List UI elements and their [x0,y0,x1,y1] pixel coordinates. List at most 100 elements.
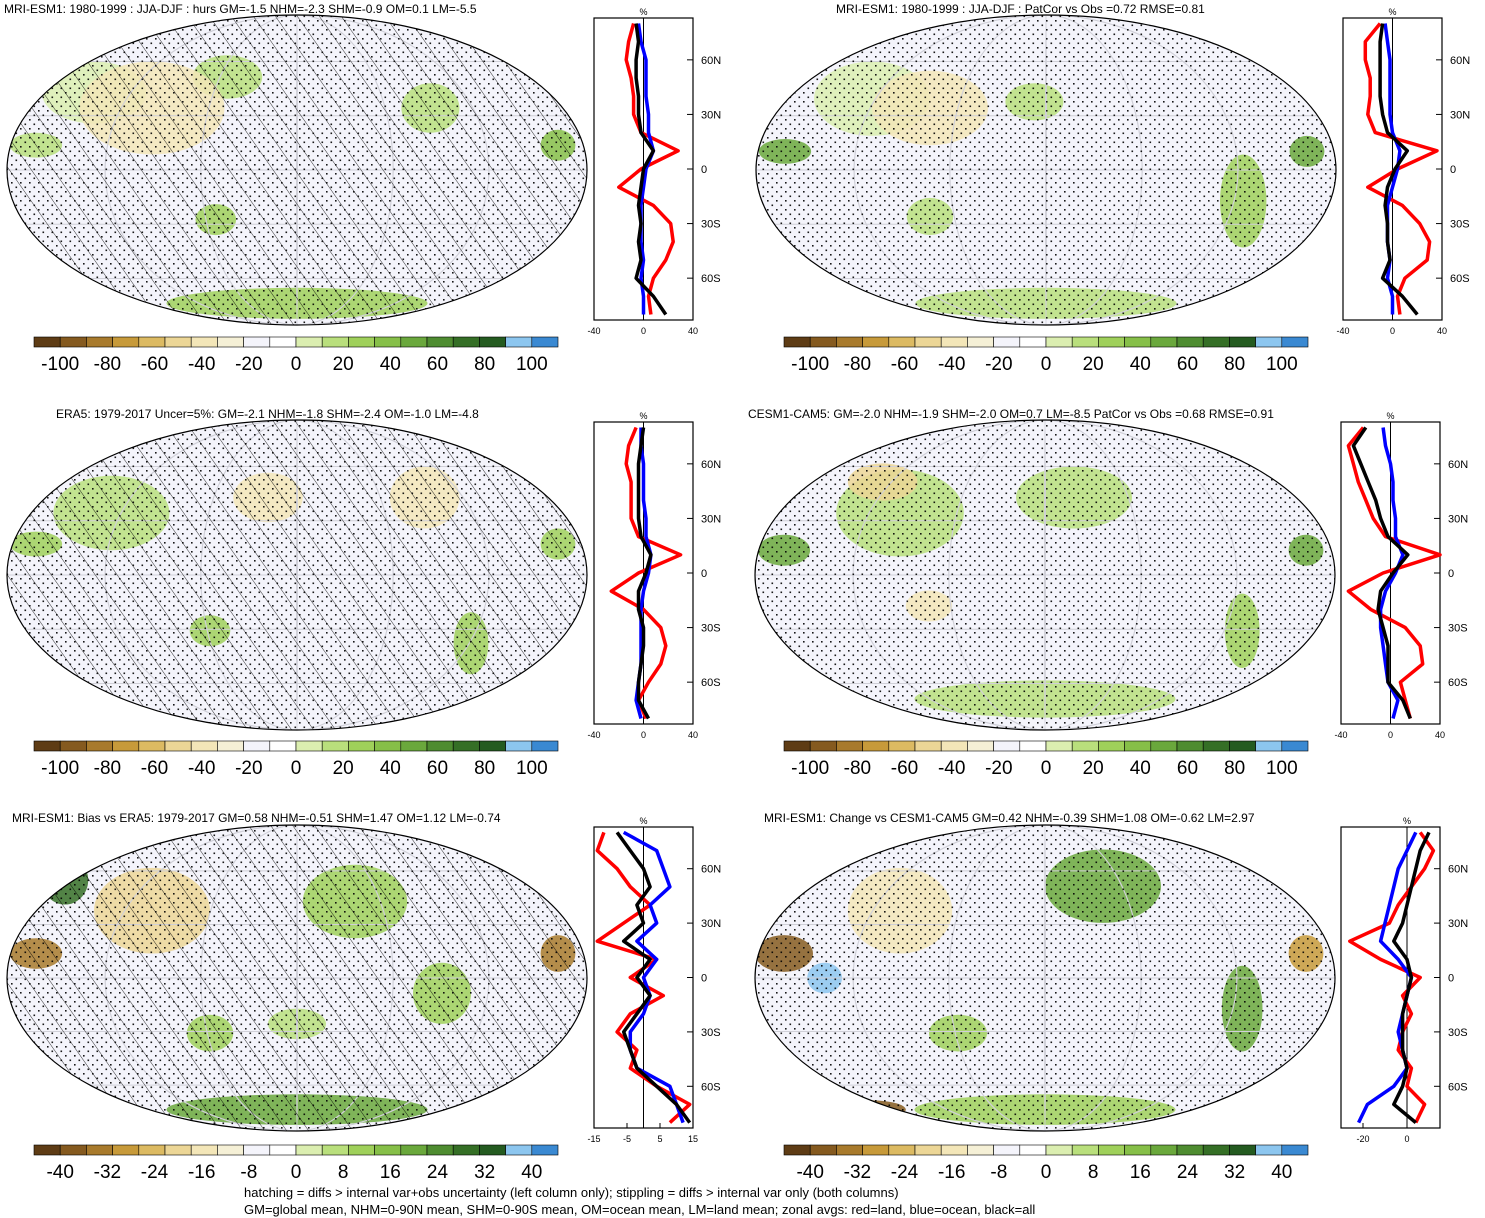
colorbar-swatch [295,336,323,348]
colorbar-label: -40 [188,354,215,375]
colorbar-label: 24 [427,1162,449,1183]
colorbar-swatch [1150,336,1178,348]
colorbar-swatch [112,740,140,752]
colorbar-swatch [914,1144,942,1156]
colorbar-label: -24 [141,1162,169,1183]
profile-x-label: -40 [587,730,600,740]
land-zonal-line [1348,831,1436,1124]
colorbar-label: -32 [94,1162,121,1183]
colorbar-swatch [164,336,192,348]
colorbar-swatch [1202,740,1230,752]
profile-unit-label: % [1388,7,1396,17]
colorbar-label: 16 [380,1162,401,1183]
colorbar-label: -60 [891,354,918,375]
colorbar-swatch [1202,1144,1230,1156]
colorbar-label: 60 [1177,354,1198,375]
colorbar-swatch [505,740,533,752]
colorbar-5: -40 -32 -24 -16 -8 0 8 16 24 32 40 [33,1144,559,1183]
colorbar-swatch [862,336,890,348]
profile-lat-label: 30S [1450,219,1470,231]
profile-lat-label: 60N [1450,55,1470,67]
colorbar-label: 32 [1224,1162,1245,1183]
footer-note-hatching: hatching = diffs > internal var+obs unce… [244,1185,899,1200]
colorbar-swatch [374,1144,402,1156]
colorbar-label: -60 [891,758,918,779]
colorbar-swatch [1045,1144,1073,1156]
colorbar-swatch [190,1144,218,1156]
colorbar-swatch [295,740,323,752]
map-panel-3 [6,419,588,731]
land-zonal-line [617,23,680,315]
panel-title-3: ERA5: 1979-2017 Uncer=5%: GM=-2.1 NHM=-1… [56,407,479,421]
colorbar-swatch [1281,1144,1309,1156]
colorbar-swatch [217,336,244,348]
colorbar-swatch [993,336,1021,348]
map-outline [754,824,1336,1132]
colorbar-swatch [888,336,916,348]
colorbar-swatch [1071,1144,1099,1156]
colorbar-label: -80 [844,758,871,779]
profile-lat-label: 30S [701,1027,721,1039]
colorbar-swatch [783,336,811,348]
colorbar-swatch [1281,740,1309,752]
colorbar-label: -40 [188,758,215,779]
colorbar-label: 40 [1271,1162,1292,1183]
colorbar-label: -8 [240,1162,257,1183]
colorbar-swatch [86,336,113,348]
profile-x-label: -40 [1336,326,1349,336]
map-panel-4 [754,419,1336,731]
colorbar-swatch [531,336,559,348]
profile-x-label: 40 [688,326,698,336]
colorbar-swatch [993,740,1021,752]
profile-x-label: -5 [623,1134,631,1144]
colorbar-label: 100 [516,758,548,779]
colorbar-swatch [243,740,271,752]
colorbar-label: 60 [427,354,448,375]
panel-title-1: MRI-ESM1: 1980-1999 : JJA-DJF : hurs GM=… [4,2,477,16]
colorbar-swatch [426,336,454,348]
ocean-zonal-line [636,23,656,315]
colorbar-swatch [321,1144,349,1156]
colorbar-label: 0 [291,354,302,375]
colorbar-swatch [1045,336,1073,348]
colorbar-label: -100 [41,354,79,375]
colorbar-label: 60 [1177,758,1198,779]
profile-lat-label: 30N [1448,918,1468,930]
colorbar-label: -100 [41,758,79,779]
zonal-profile-4: % 60N 30N 0 30S 60S -40 0 40 [1334,411,1468,740]
colorbar-swatch [426,740,454,752]
profile-lat-label: 60S [701,1081,721,1093]
colorbar-4: -100 -80 -60 -40 -20 0 20 40 60 80 100 [783,740,1309,779]
profile-unit-label: % [639,816,647,826]
map-outline [6,419,588,731]
profile-lat-label: 60S [1448,1081,1468,1093]
profile-lat-label: 60S [701,273,721,285]
colorbar-label: 0 [291,1162,302,1183]
colorbar-label: -24 [891,1162,919,1183]
profile-lat-label: 60N [701,459,721,471]
profile-x-label: 40 [688,730,698,740]
profile-lat-label: 60N [1448,459,1468,471]
profile-x-label: 0 [1388,730,1393,740]
colorbar-swatch [1176,1144,1204,1156]
colorbar-swatch [400,336,428,348]
colorbar-swatch [374,740,402,752]
colorbar-swatch [452,740,480,752]
colorbar-label: -40 [938,354,965,375]
colorbar-label: -20 [985,354,1012,375]
footer-note-legend: GM=global mean, NHM=0-90N mean, SHM=0-90… [244,1202,1036,1217]
colorbar-label: -60 [141,758,168,779]
map-panel-1 [6,14,588,326]
colorbar-swatch [940,1144,968,1156]
colorbar-label: 100 [516,354,548,375]
colorbar-swatch [479,1144,506,1156]
profile-lat-label: 60S [701,677,721,689]
colorbar-swatch [1202,336,1230,348]
map-hatching [7,420,587,730]
panel-title-4: CESM1-CAM5: GM=-2.0 NHM=-1.9 SHM=-2.0 OM… [748,407,1274,421]
colorbar-label: 80 [1224,758,1245,779]
map-stippling [755,825,1335,1131]
colorbar-label: 20 [1083,354,1104,375]
profile-lat-label: 60S [1450,273,1470,285]
colorbar-swatch [269,1144,297,1156]
